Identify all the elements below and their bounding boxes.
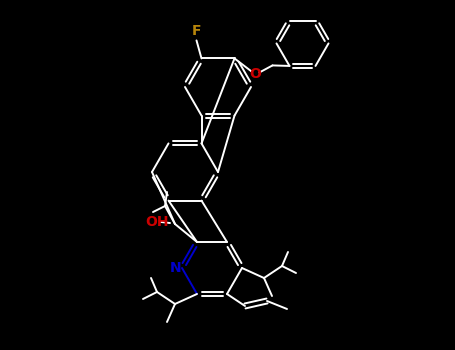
Text: F: F bbox=[192, 25, 201, 38]
Text: N: N bbox=[170, 261, 182, 275]
Text: OH: OH bbox=[145, 215, 169, 229]
Text: O: O bbox=[249, 68, 262, 82]
